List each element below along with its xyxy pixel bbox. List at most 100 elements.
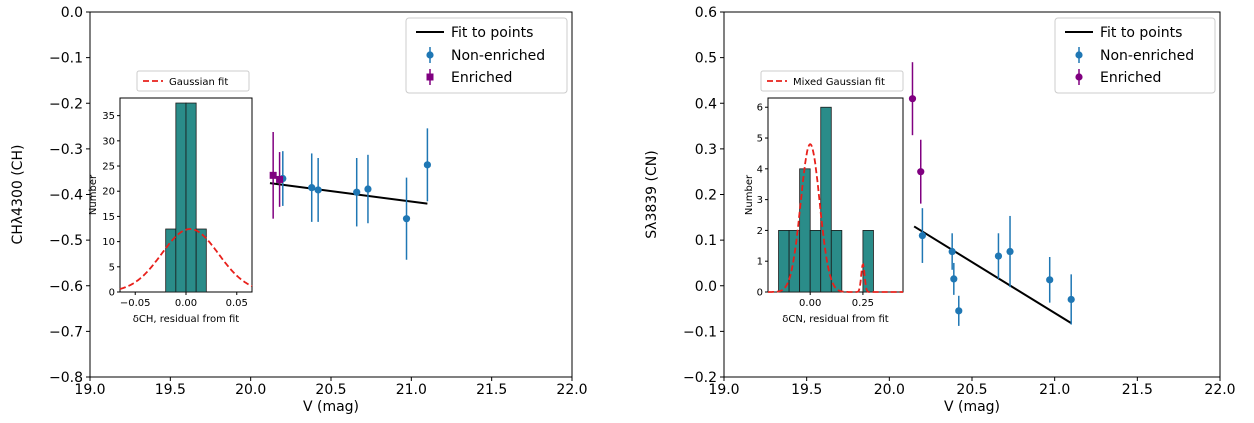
- y-tick-label: 0.4: [695, 96, 717, 112]
- nonenriched-point: [1067, 295, 1075, 304]
- legend-nonenriched-marker: [1075, 51, 1083, 59]
- y-tick-label: −0.6: [49, 279, 83, 295]
- y-tick-label: −0.3: [49, 142, 83, 158]
- inset-y-tick-label: 1: [757, 257, 763, 268]
- histogram-bar: [862, 230, 874, 293]
- nonenriched-point: [1006, 247, 1014, 256]
- inset-histogram: 0.00 0.25 0 1 2 3 4 5 6 δCN, residual from fit Num…: [744, 70, 904, 325]
- nonenriched-point: [423, 161, 431, 169]
- x-tick-label: 20.0: [874, 382, 905, 398]
- legend-box: [1054, 17, 1216, 94]
- y-tick-label: −0.7: [49, 324, 83, 340]
- inset-x-tick-label: 0.00: [799, 298, 821, 309]
- x-tick-label: 19.5: [155, 382, 186, 398]
- inset-x-tick-label: 0.00: [175, 298, 197, 309]
- histogram-bar: [830, 230, 843, 293]
- inset-legend-box: [760, 70, 904, 92]
- inset-y-tick-label: 6: [757, 103, 763, 114]
- histogram-bar: [195, 228, 207, 293]
- fit-line: [269, 182, 428, 205]
- inset-y-tick-label: 0: [757, 288, 763, 299]
- x-axis-label: V (mag): [303, 399, 359, 415]
- y-tick-label: 0.3: [695, 142, 717, 158]
- x-tick-label: 19.5: [791, 382, 822, 398]
- chart-panel-2: 19.0 19.5 20.0 20.5 21.0 21.5 22.0−0.2−0.10.00…: [644, 5, 1236, 415]
- y-tick-label: 0.1: [695, 233, 717, 249]
- x-tick-label: 21.0: [1039, 382, 1070, 398]
- legend-nonenriched-label: Non-enriched: [1100, 48, 1194, 64]
- legend-enriched-marker: [426, 73, 434, 81]
- nonenriched-point: [955, 307, 963, 315]
- y-tick-label: −0.1: [49, 51, 83, 67]
- y-tick-label: 0.6: [695, 5, 717, 21]
- x-tick-label: 19.0: [74, 382, 105, 398]
- gaussian-fit-curve: [768, 143, 903, 293]
- y-axis-label: Sλ3839 (CN): [644, 150, 660, 238]
- nonenriched-point: [364, 185, 372, 193]
- legend-nonenriched-marker: [426, 51, 434, 59]
- legend-enriched-marker: [1075, 73, 1083, 81]
- x-tick-label: 21.5: [1122, 382, 1153, 398]
- gaussian-fit-curve: [119, 228, 253, 290]
- legend-fit-label: Fit to points: [1100, 25, 1182, 41]
- enriched-point: [908, 95, 917, 103]
- inset-y-tick-label: 0: [109, 288, 115, 299]
- chart-panel-1: 19.0 19.5 20.0 20.5 21.0 21.5 22.0 −0.8 −0.7 −0.6…: [10, 5, 588, 415]
- enriched-point: [276, 175, 284, 183]
- x-axis-label: V (mag): [944, 399, 1000, 415]
- histogram-bar: [799, 168, 811, 293]
- x-tick-label: 21.5: [476, 382, 507, 398]
- y-axis-label: CHλ4300 (CH): [10, 145, 26, 245]
- histogram-bar: [185, 102, 197, 293]
- nonenriched-point: [353, 188, 361, 196]
- inset-y-axis-label: Number: [744, 174, 755, 215]
- enriched-point: [269, 171, 277, 179]
- y-tick-label: 0.0: [695, 279, 717, 295]
- inset-x-axis-label: δCN, residual from fit: [782, 314, 888, 325]
- inset-x-axis-label: δCH, residual from fit: [133, 314, 240, 325]
- legend: Fit to points Non-enriched Enriched: [405, 17, 568, 94]
- y-tick-label: −0.2: [49, 96, 83, 112]
- inset-y-tick-label: 15: [102, 212, 115, 223]
- legend: Fit to points Non-enriched Enriched: [1054, 17, 1216, 94]
- inset-y-axis-label: Number: [88, 174, 99, 215]
- legend-enriched-label: Enriched: [451, 70, 512, 86]
- y-tick-label: 0.0: [61, 5, 83, 21]
- legend-enriched-label: Enriched: [1100, 70, 1161, 86]
- inset-legend-label: Mixed Gaussian fit: [793, 77, 885, 88]
- legend-nonenriched-label: Non-enriched: [451, 48, 545, 64]
- inset-histogram: −0.05 0.00 0.05 0 5 10 15 20 25 30 35 δCH, residual…: [88, 70, 253, 325]
- legend-fit-label: Fit to points: [451, 25, 533, 41]
- histogram-bar: [809, 230, 822, 293]
- fit-line: [913, 225, 1072, 325]
- nonenriched-point: [950, 275, 958, 283]
- inset-y-tick-label: 3: [757, 195, 763, 206]
- nonenriched-point: [1046, 276, 1054, 284]
- inset-y-tick-label: 30: [102, 136, 115, 147]
- histogram-bar: [175, 102, 187, 293]
- y-tick-label: −0.5: [49, 233, 83, 249]
- inset-y-tick-label: 2: [757, 226, 763, 237]
- histogram-bar: [820, 106, 832, 293]
- inset-y-tick-label: 5: [109, 262, 115, 273]
- y-tick-label: 0.2: [695, 188, 717, 204]
- inset-y-tick-label: 10: [102, 237, 115, 248]
- nonenriched-point: [918, 231, 927, 240]
- x-tick-label: 22.0: [1204, 382, 1235, 398]
- x-tick-label: 20.0: [235, 382, 266, 398]
- y-tick-label: −0.4: [49, 188, 83, 204]
- nonenriched-point: [314, 186, 322, 194]
- inset-legend-box: [136, 70, 250, 92]
- nonenriched-point: [948, 247, 956, 256]
- histogram-bar: [788, 230, 801, 293]
- inset-legend-label: Gaussian fit: [169, 77, 228, 88]
- y-tick-label: −0.1: [683, 324, 717, 340]
- x-tick-label: 22.0: [556, 382, 587, 398]
- nonenriched-point: [308, 184, 316, 192]
- x-tick-label: 19.0: [708, 382, 739, 398]
- y-tick-label: 0.5: [695, 51, 717, 67]
- inset-x-tick-label: 0.25: [852, 298, 874, 309]
- inset-y-tick-label: 4: [757, 164, 763, 175]
- inset-y-tick-label: 35: [102, 111, 115, 122]
